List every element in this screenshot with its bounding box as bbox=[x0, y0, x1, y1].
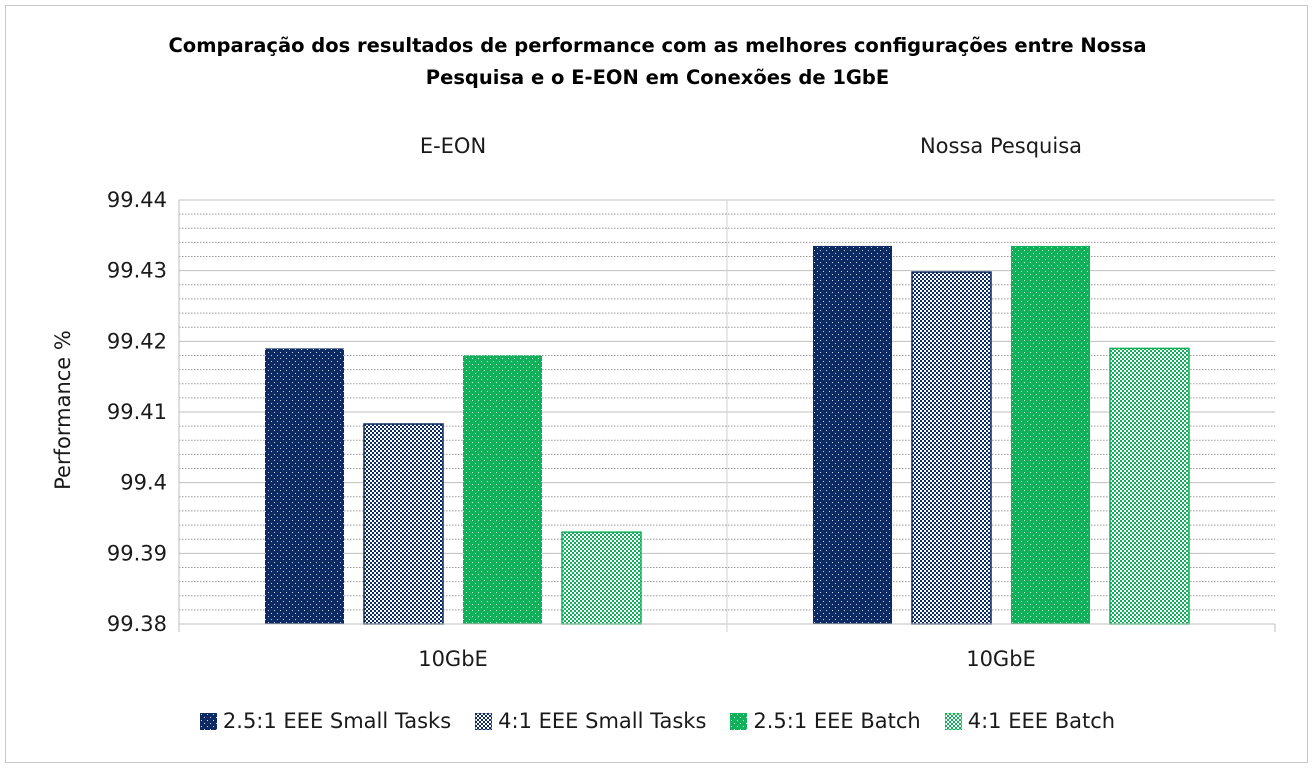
y-tick-label: 99.38 bbox=[107, 612, 167, 636]
y-tick-label: 99.42 bbox=[107, 329, 167, 353]
legend-swatch-green-dots bbox=[730, 712, 748, 730]
y-tick-label: 99.4 bbox=[120, 471, 167, 495]
legend-label: 4:1 EEE Batch bbox=[967, 709, 1116, 733]
axes bbox=[178, 200, 1276, 632]
legend-swatch-green-checker bbox=[944, 712, 962, 730]
y-tick-label: 99.43 bbox=[107, 259, 167, 283]
legend-swatch-navy-checker bbox=[475, 712, 493, 730]
y-tick-label: 99.39 bbox=[107, 541, 167, 565]
bar bbox=[561, 531, 642, 625]
x-category-labels: 10GbE 10GbE bbox=[418, 647, 1036, 671]
y-tick-labels: 99.38 99.39 99.4 99.41 99.42 99.43 99.44 bbox=[107, 188, 167, 636]
bar bbox=[265, 348, 344, 624]
bar bbox=[1011, 245, 1090, 624]
panel-headers: E-EON Nossa Pesquisa bbox=[420, 134, 1082, 158]
chart-title-line-1: Comparação dos resultados de performance… bbox=[168, 34, 1147, 57]
chart-title: Comparação dos resultados de performance… bbox=[0, 30, 1315, 94]
bar bbox=[363, 423, 444, 625]
chart-plot: E-EON Nossa Pesquisa 99.3899.3999.499.419… bbox=[51, 134, 1276, 671]
bar bbox=[813, 245, 892, 624]
legend-swatch-navy-dots bbox=[199, 712, 217, 730]
legend-item-series-4: 4:1 EEE Batch bbox=[944, 709, 1116, 733]
panel-header: E-EON bbox=[420, 134, 486, 158]
x-category-label: 10GbE bbox=[966, 647, 1036, 671]
y-tick-label: 99.41 bbox=[107, 400, 167, 424]
legend-label: 4:1 EEE Small Tasks bbox=[498, 709, 707, 733]
y-axis-label: Performance % bbox=[51, 330, 75, 490]
legend-item-series-3: 2.5:1 EEE Batch bbox=[730, 709, 921, 733]
bar bbox=[1109, 347, 1190, 625]
chart-title-line-2: Pesquisa e o E-EON em Conexões de 1GbE bbox=[425, 66, 890, 89]
legend: 2.5:1 EEE Small Tasks 4:1 EEE Small Task… bbox=[0, 704, 1315, 738]
y-tick-label: 99.44 bbox=[107, 188, 167, 212]
x-category-label: 10GbE bbox=[418, 647, 488, 671]
legend-item-series-1: 2.5:1 EEE Small Tasks bbox=[199, 709, 452, 733]
legend-item-series-2: 4:1 EEE Small Tasks bbox=[475, 709, 706, 733]
panel-header: Nossa Pesquisa bbox=[920, 134, 1082, 158]
legend-label: 2.5:1 EEE Small Tasks bbox=[222, 709, 452, 733]
bars bbox=[265, 245, 1190, 625]
bar bbox=[463, 355, 542, 624]
bar bbox=[911, 271, 992, 625]
legend-label: 2.5:1 EEE Batch bbox=[753, 709, 921, 733]
